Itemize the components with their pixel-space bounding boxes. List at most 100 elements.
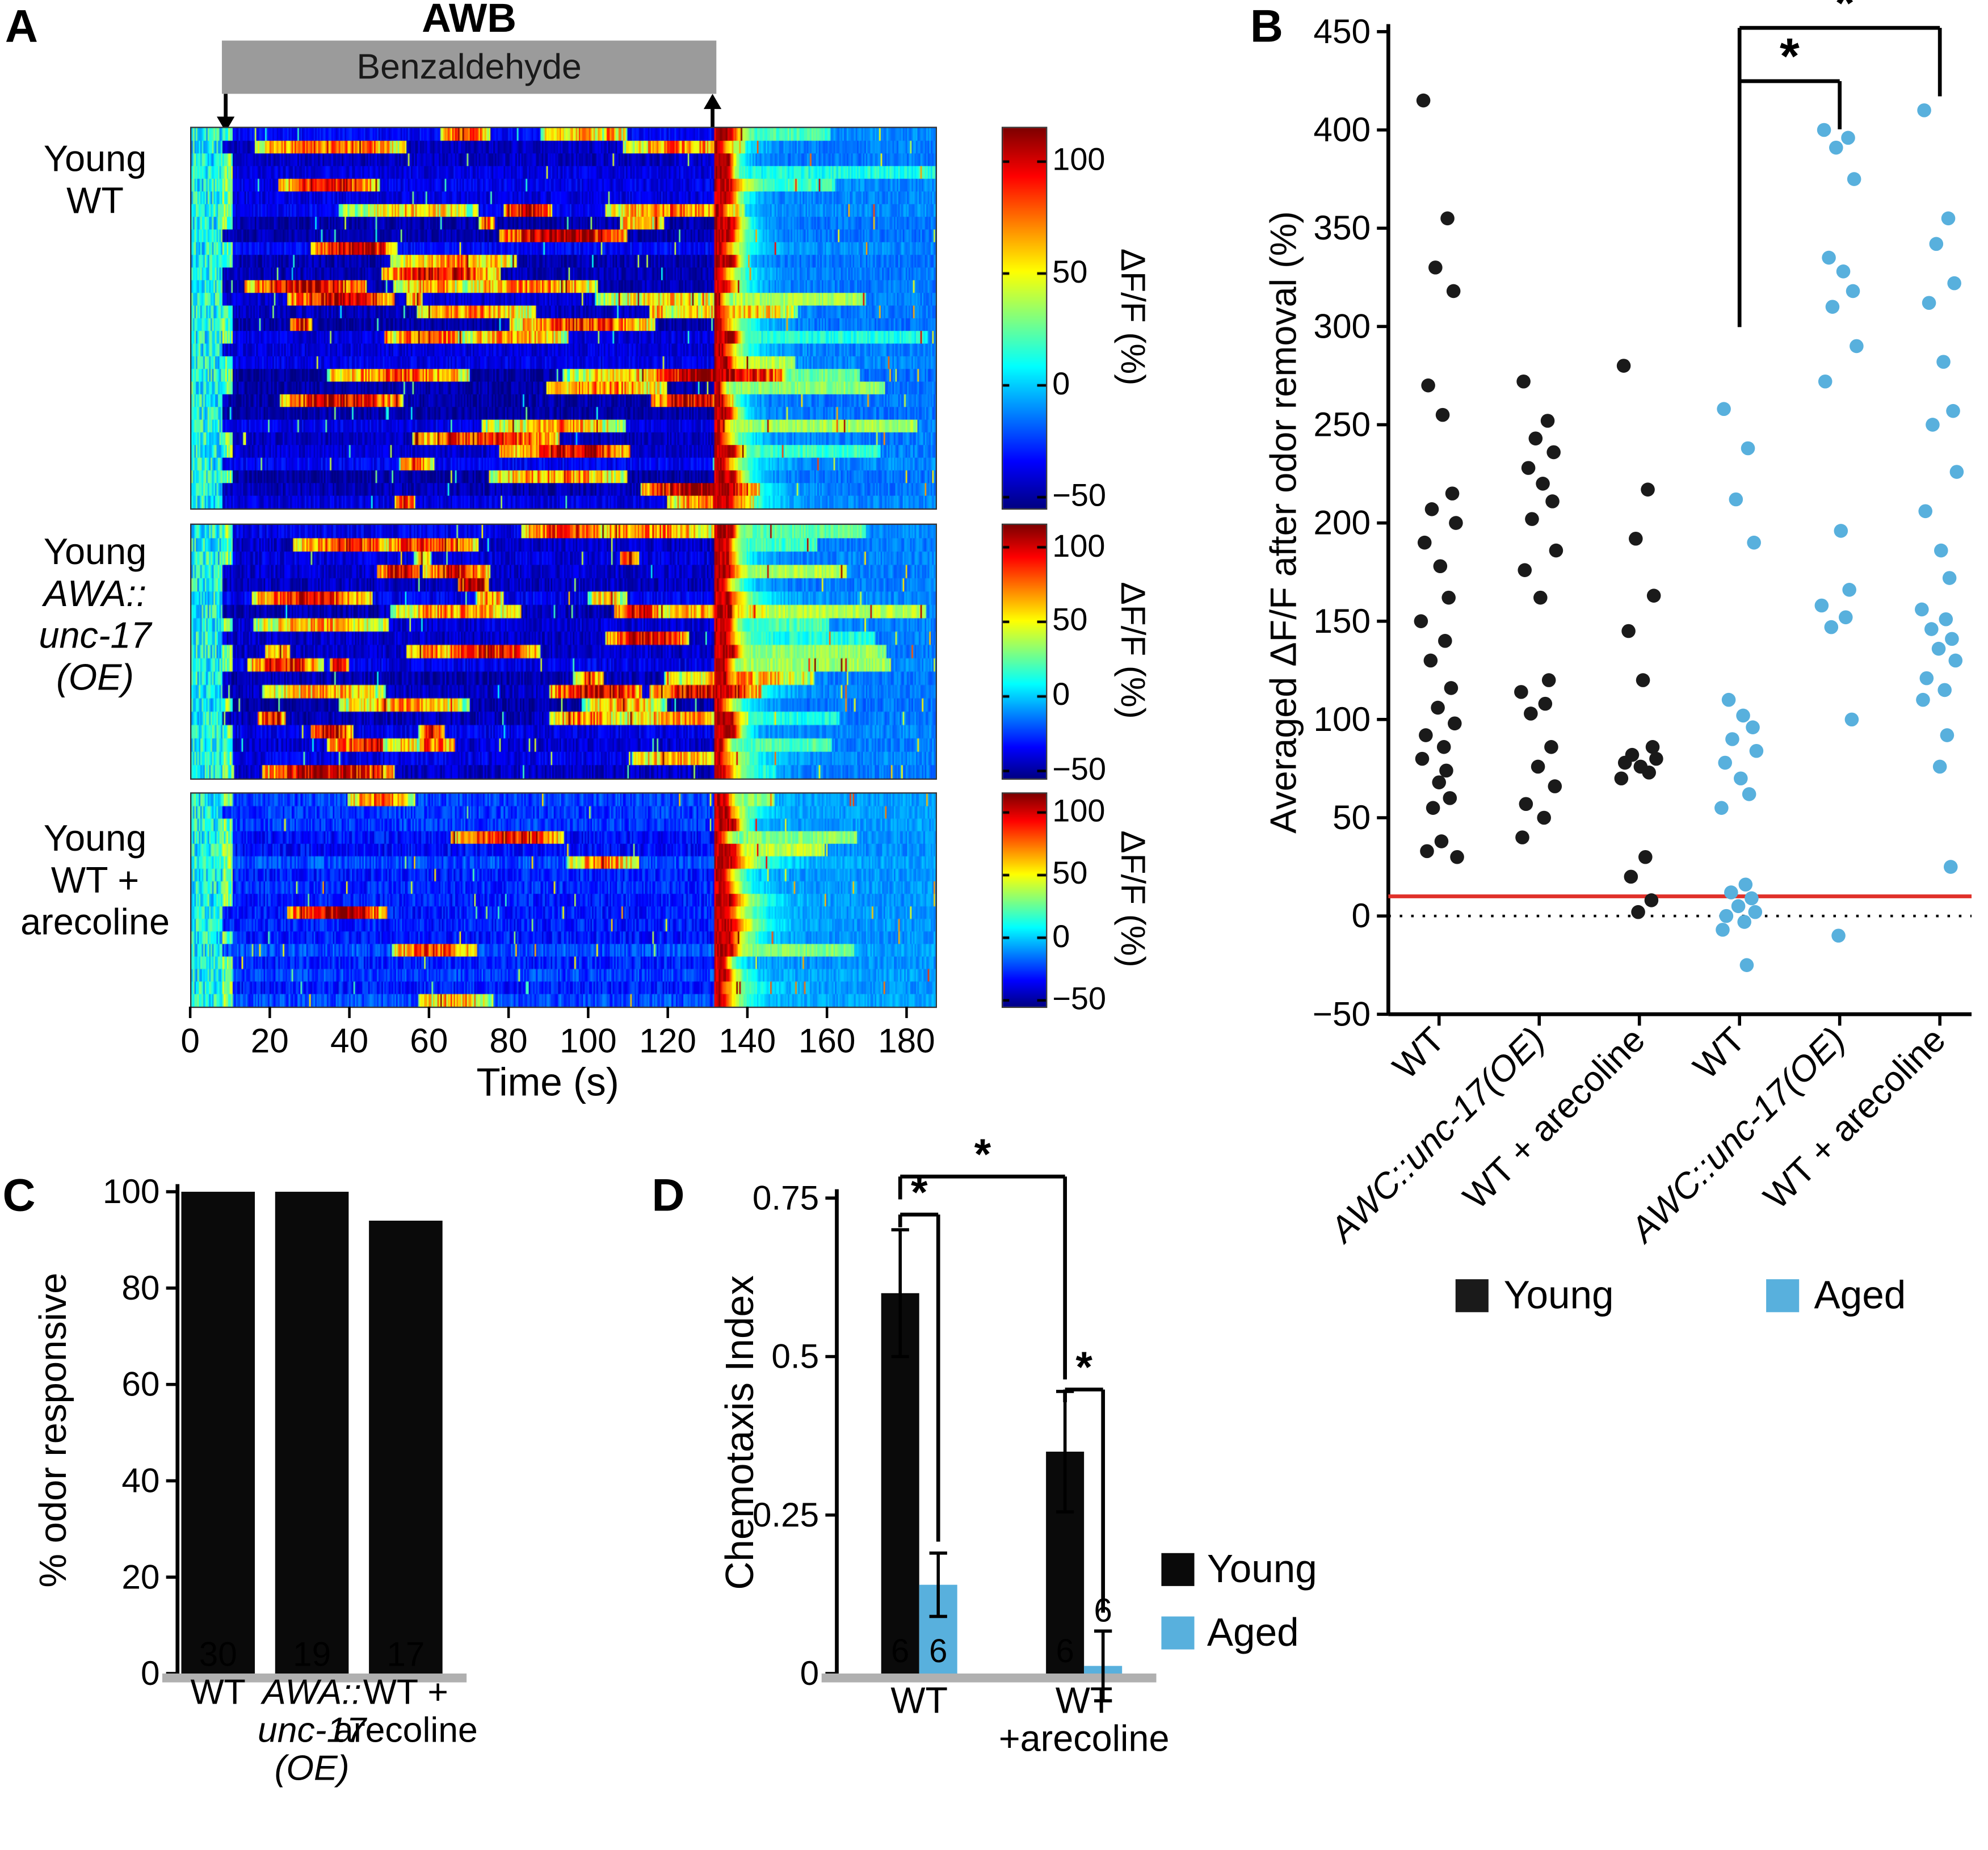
scatter-dot xyxy=(1435,407,1450,422)
scatter-dot xyxy=(1724,885,1738,899)
scatter-dot xyxy=(1847,172,1861,186)
scatter-dot xyxy=(1631,905,1645,919)
scatter-dot xyxy=(1716,923,1730,937)
heatmap-row-label: Young WT + arecoline xyxy=(7,819,182,944)
panel-a-title: AWB xyxy=(422,0,517,41)
scatter-dot xyxy=(1738,877,1753,892)
scatter-dot xyxy=(1528,431,1543,445)
scatter-dot xyxy=(1533,590,1548,605)
scatter-dot xyxy=(1440,211,1455,226)
scatter-dot xyxy=(1916,692,1930,707)
scatter-dot xyxy=(1729,492,1743,507)
scatter-dot xyxy=(1746,720,1760,734)
colorbar-tick-label: −50 xyxy=(1052,981,1107,1017)
scatter-dot xyxy=(1949,465,1964,479)
legend-label-aged: Aged xyxy=(1814,1273,1906,1318)
scatter-dot xyxy=(1718,755,1733,770)
scatter-dot xyxy=(1638,850,1653,864)
x-category-label: AWA:: xyxy=(260,1672,362,1712)
legend-swatch-aged xyxy=(1161,1616,1195,1650)
scatter-dot xyxy=(1420,844,1434,859)
colorbar-tick-label: −50 xyxy=(1052,752,1107,788)
y-tick-label: 400 xyxy=(1313,110,1371,149)
scatter-dot xyxy=(1641,482,1655,497)
colorbar-axis-title: ΔF/F (%) xyxy=(1113,582,1152,719)
sig-star: * xyxy=(974,1130,991,1179)
y-axis-title: Averaged ΔF/F after odor removal (%) xyxy=(1262,211,1304,834)
stimulus-bar: Benzaldehyde xyxy=(221,40,717,94)
scatter-dot xyxy=(1432,775,1446,789)
bar-n-label: 17 xyxy=(386,1635,425,1674)
sig-star: * xyxy=(1835,0,1855,31)
scatter-dot xyxy=(1742,787,1756,801)
scatter-dot xyxy=(1514,685,1528,699)
scatter-dot xyxy=(1549,543,1563,558)
scatter-dot xyxy=(1939,612,1953,627)
y-tick-label: 0.75 xyxy=(753,1178,819,1217)
row-label-line: Young xyxy=(43,139,147,180)
scatter-dot xyxy=(1537,810,1551,825)
scatter-dot xyxy=(1917,103,1931,117)
scatter-dot xyxy=(1825,300,1840,314)
scatter-dot xyxy=(1946,403,1960,418)
panel-c-label: C xyxy=(2,1168,36,1221)
scatter-dot xyxy=(1414,614,1428,628)
bar xyxy=(275,1192,349,1674)
legend-label-young: Young xyxy=(1503,1273,1614,1318)
scatter-dot xyxy=(1531,759,1545,774)
scatter-dot xyxy=(1929,237,1944,251)
scatter-dot xyxy=(1449,516,1463,530)
row-label-line: Young xyxy=(43,819,147,860)
scatter-dot xyxy=(1521,461,1536,475)
scatter-dot xyxy=(1636,673,1650,687)
x-category-label: WT xyxy=(1385,1020,1452,1087)
panel-d-label: D xyxy=(652,1168,685,1221)
x-tick-label: 120 xyxy=(639,1021,696,1060)
scatter-dot xyxy=(1439,763,1453,778)
scatter-dot xyxy=(1829,140,1843,155)
scatter-dot xyxy=(1646,588,1661,603)
scatter-dot xyxy=(1448,716,1462,731)
scatter-dot xyxy=(1739,958,1754,972)
x-tick-label: 60 xyxy=(410,1021,448,1060)
scatter-dot xyxy=(1629,531,1643,546)
scatter-dot xyxy=(1450,850,1464,864)
y-tick-label: 150 xyxy=(1313,602,1371,640)
scatter-dot xyxy=(1940,728,1955,742)
scatter-dot xyxy=(1416,93,1431,108)
panel-b-label: B xyxy=(1250,0,1283,52)
bar-n-label: 6 xyxy=(1056,1633,1074,1670)
bar-n-label: 6 xyxy=(929,1633,947,1670)
scatter-dot xyxy=(1548,779,1562,793)
scatter-dot xyxy=(1546,445,1561,460)
scatter-dot xyxy=(1544,740,1558,754)
row-label-line: Young xyxy=(43,532,147,573)
scatter-dot xyxy=(1642,766,1656,780)
x-tick-label: 80 xyxy=(489,1021,528,1060)
colorbar-tick-label: −50 xyxy=(1052,478,1107,514)
scatter-dot xyxy=(1937,683,1952,697)
scatter-dot xyxy=(1737,915,1751,929)
bar-n-label: 19 xyxy=(293,1635,331,1674)
sig-star: * xyxy=(1075,1343,1092,1391)
x-tick-label: 0 xyxy=(180,1021,200,1060)
y-tick-label: 40 xyxy=(121,1461,159,1500)
y-tick-label: 200 xyxy=(1313,503,1371,542)
scatter-dot xyxy=(1614,771,1629,786)
y-tick-label: 50 xyxy=(1333,798,1371,836)
y-tick-label: 0 xyxy=(800,1654,819,1692)
scatter-dot xyxy=(1444,681,1459,695)
scatter-dot xyxy=(1431,700,1445,715)
scatter-dot xyxy=(1536,477,1550,491)
heatmap-row-label: Young WT xyxy=(7,140,182,223)
panel-b-scatter: −50 0 50 100 150 200 250 300 350 400 450 Averaged Δ… xyxy=(1262,0,1972,1251)
x-category-label: WT xyxy=(191,1672,246,1712)
scatter-dot xyxy=(1419,728,1433,742)
odor-on-arrow-head xyxy=(217,116,235,132)
scatter-dot xyxy=(1749,743,1764,758)
y-tick-label: 80 xyxy=(121,1268,159,1307)
scatter-dot xyxy=(1446,284,1461,298)
scatter-dot xyxy=(1844,712,1859,727)
scatter-dot xyxy=(1850,339,1864,354)
bar xyxy=(369,1220,443,1674)
